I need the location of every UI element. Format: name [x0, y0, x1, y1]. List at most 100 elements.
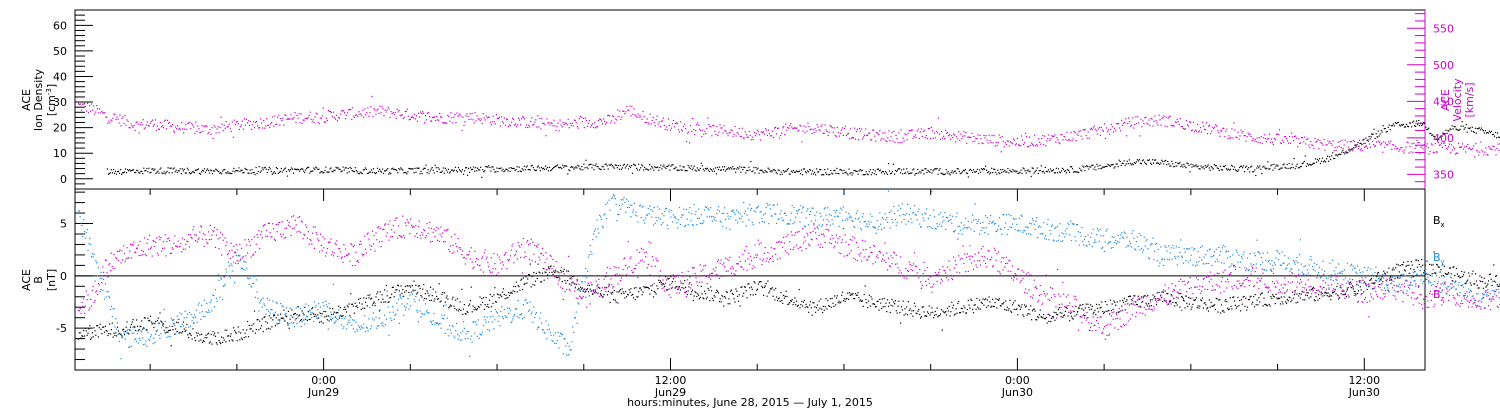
data-point: [1089, 166, 1091, 168]
data-point: [1075, 305, 1077, 307]
data-point: [1459, 128, 1461, 130]
data-point: [1190, 308, 1192, 310]
data-point: [1168, 300, 1171, 302]
data-point: [112, 169, 115, 171]
data-point: [296, 314, 298, 316]
data-point: [699, 128, 701, 130]
data-point: [305, 117, 307, 119]
data-point: [676, 286, 678, 288]
data-point: [354, 302, 356, 304]
data-point: [942, 173, 944, 175]
data-point: [1371, 133, 1373, 136]
data-point: [928, 305, 930, 307]
data-point: [868, 132, 870, 134]
data-point: [1275, 293, 1277, 295]
data-point: [78, 103, 81, 105]
data-point: [1057, 139, 1059, 141]
data-point: [231, 339, 233, 341]
data-point: [414, 289, 416, 291]
data-point: [726, 168, 728, 170]
data-point: [125, 124, 127, 126]
data-point: [610, 163, 612, 165]
data-point: [420, 294, 422, 297]
data-point: [260, 170, 262, 172]
data-point: [1048, 320, 1050, 322]
data-point: [1193, 299, 1195, 301]
data-point: [457, 115, 459, 117]
data-point: [97, 336, 99, 338]
data-point: [1274, 167, 1276, 169]
data-point: [715, 292, 717, 294]
data-point: [1110, 123, 1113, 126]
data-point: [131, 125, 133, 127]
data-point: [166, 331, 168, 333]
data-point: [1127, 122, 1129, 124]
data-point: [179, 331, 181, 333]
data-point: [1226, 301, 1228, 303]
data-point: [1287, 140, 1289, 142]
data-point: [339, 307, 341, 309]
data-point: [456, 112, 458, 114]
data-point: [816, 168, 818, 170]
data-point: [864, 134, 866, 136]
data-point: [1015, 171, 1017, 173]
data-point: [90, 337, 93, 339]
data-point: [195, 121, 197, 123]
data-point: [920, 316, 922, 318]
data-point: [1453, 125, 1455, 128]
data-point: [376, 109, 378, 111]
data-point: [882, 132, 884, 134]
data-point: [1104, 137, 1106, 140]
data-point: [599, 287, 601, 289]
data-point: [1021, 304, 1023, 306]
data-point: [652, 117, 654, 119]
data-point: [842, 172, 844, 174]
data-point: [827, 300, 829, 302]
data-point: [1423, 121, 1425, 124]
data-point: [608, 114, 610, 116]
data-point: [640, 289, 642, 291]
data-point: [262, 127, 264, 129]
data-point: [136, 325, 139, 327]
data-point: [846, 133, 848, 135]
data-point: [108, 173, 110, 175]
data-point: [197, 168, 200, 170]
data-point: [600, 293, 602, 295]
data-point: [392, 286, 394, 288]
data-point: [634, 299, 636, 301]
data-point: [1070, 166, 1072, 168]
data-point: [664, 285, 666, 287]
data-point: [297, 117, 299, 119]
data-point: [271, 326, 273, 328]
data-point: [1131, 124, 1133, 126]
data-point: [508, 291, 510, 294]
data-point: [1474, 127, 1476, 129]
data-point: [965, 172, 967, 174]
data-point: [584, 167, 586, 169]
data-point: [1104, 301, 1106, 303]
data-point: [1352, 139, 1354, 142]
bx-series: [77, 251, 1500, 347]
data-point: [740, 286, 742, 288]
data-point: [770, 288, 772, 290]
data-point: [681, 169, 683, 171]
data-point: [1280, 167, 1282, 169]
data-point: [1372, 133, 1374, 135]
data-point: [117, 118, 119, 120]
data-point: [764, 285, 766, 287]
data-point: [1218, 132, 1220, 134]
data-point: [241, 338, 243, 341]
data-point: [564, 165, 566, 167]
data-point: [908, 130, 910, 132]
data-point: [861, 169, 863, 171]
data-point: [299, 314, 301, 316]
data-point: [118, 122, 120, 124]
data-point: [1310, 164, 1312, 166]
data-point: [852, 293, 854, 295]
data-point: [446, 171, 448, 173]
data-point: [651, 165, 653, 168]
data-point: [1084, 170, 1086, 172]
data-point: [112, 336, 114, 338]
data-point: [802, 305, 804, 307]
data-point: [82, 335, 84, 338]
